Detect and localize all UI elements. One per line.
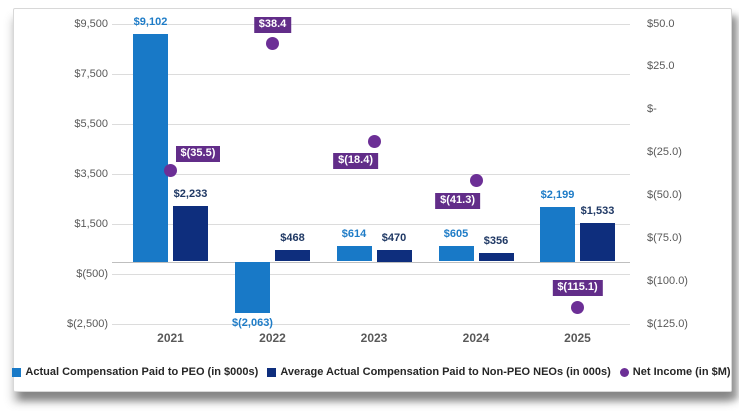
legend-item-net-income: Net Income (in $M) [619, 366, 731, 378]
left-axis-tick-label: $(2,500) [67, 317, 108, 330]
category-label-2023: 2023 [360, 331, 388, 345]
net-income-dot-2025 [571, 300, 584, 314]
net-income-dot-2022 [266, 37, 279, 51]
legend-item-neo: Average Actual Compensation Paid to Non-… [267, 366, 611, 378]
bar-value-label-neo-2024: $356 [483, 234, 509, 247]
net-income-dot-2024 [469, 174, 483, 187]
right-axis-tick-label: $(50.0) [647, 188, 682, 201]
net-income-label-2023: $(18.4) [333, 153, 378, 170]
neo-series-swatch-icon [267, 367, 277, 377]
peo-series-swatch-icon [12, 367, 22, 377]
category-label-2024: 2024 [462, 331, 490, 345]
bar-value-label-peo-2024: $605 [443, 228, 469, 241]
bar-peo-2021 [133, 34, 168, 262]
gridline [112, 74, 630, 75]
bar-neo-2025 [580, 223, 615, 262]
bar-peo-2025 [540, 206, 575, 262]
gridline [112, 324, 630, 325]
bar-peo-2023 [336, 246, 372, 262]
right-axis-tick-label: $(125.0) [647, 317, 688, 330]
bar-neo-2023 [376, 249, 412, 262]
bar-peo-2022 [235, 261, 270, 314]
legend-item-peo: Actual Compensation Paid to PEO (in $000… [12, 366, 258, 378]
gridline [112, 174, 630, 175]
net-income-label-2024: $(41.3) [435, 192, 480, 209]
legend-label-peo: Actual Compensation Paid to PEO (in $000… [25, 366, 259, 378]
category-axis-line [112, 261, 630, 263]
chart-legend: Actual Compensation Paid to PEO (in $000… [12, 366, 731, 378]
left-axis-tick-label: $1,500 [74, 217, 108, 230]
right-axis-tick-label: $(25.0) [647, 146, 682, 159]
net-income-dot-2021 [164, 164, 177, 178]
left-axis-tick-label: $(500) [76, 267, 108, 280]
bar-value-label-neo-2025: $1,533 [580, 205, 615, 218]
bar-neo-2022 [275, 249, 310, 262]
bar-value-label-peo-2025: $2,199 [540, 188, 575, 201]
left-axis-tick-label: $3,500 [74, 167, 108, 180]
left-axis-tick-label: $9,500 [74, 17, 108, 30]
bar-value-label-neo-2021: $2,233 [173, 187, 208, 200]
bar-neo-2021 [173, 205, 208, 262]
bar-neo-2024 [478, 252, 514, 262]
category-label-2021: 2021 [157, 331, 184, 345]
right-axis-tick-label: $25.0 [647, 60, 675, 73]
bar-peo-2024 [438, 246, 474, 262]
right-axis-tick-label: $- [647, 103, 657, 116]
gridline [112, 274, 630, 275]
gridline [112, 124, 630, 125]
net-income-series-swatch-icon [619, 367, 629, 377]
category-label-2025: 2025 [564, 331, 591, 345]
right-axis-tick-label: $(75.0) [647, 231, 682, 244]
right-axis-tick-label: $(100.0) [647, 274, 688, 287]
left-axis-tick-label: $5,500 [74, 117, 108, 130]
gridline [112, 24, 630, 25]
chart-card [13, 8, 732, 392]
gridline [112, 224, 630, 225]
bar-value-label-peo-2021: $9,102 [133, 16, 168, 28]
category-label-2022: 2022 [259, 331, 286, 345]
bar-value-label-peo-2023: $614 [341, 228, 367, 241]
net-income-dot-2023 [367, 134, 381, 148]
legend-label-net-income: Net Income (in $M) [632, 366, 731, 378]
net-income-label-2025: $(115.1) [552, 280, 603, 296]
bar-value-label-neo-2022: $468 [280, 231, 305, 244]
right-axis-tick-label: $50.0 [647, 17, 675, 30]
net-income-label-2022: $38.4 [253, 16, 292, 33]
net-income-label-2021: $(35.5) [175, 145, 221, 162]
bar-value-label-neo-2023: $470 [381, 231, 407, 244]
legend-label-neo: Average Actual Compensation Paid to Non-… [280, 366, 611, 378]
bar-value-label-peo-2022: $(2,063) [232, 317, 273, 330]
left-axis-tick-label: $7,500 [74, 67, 108, 80]
